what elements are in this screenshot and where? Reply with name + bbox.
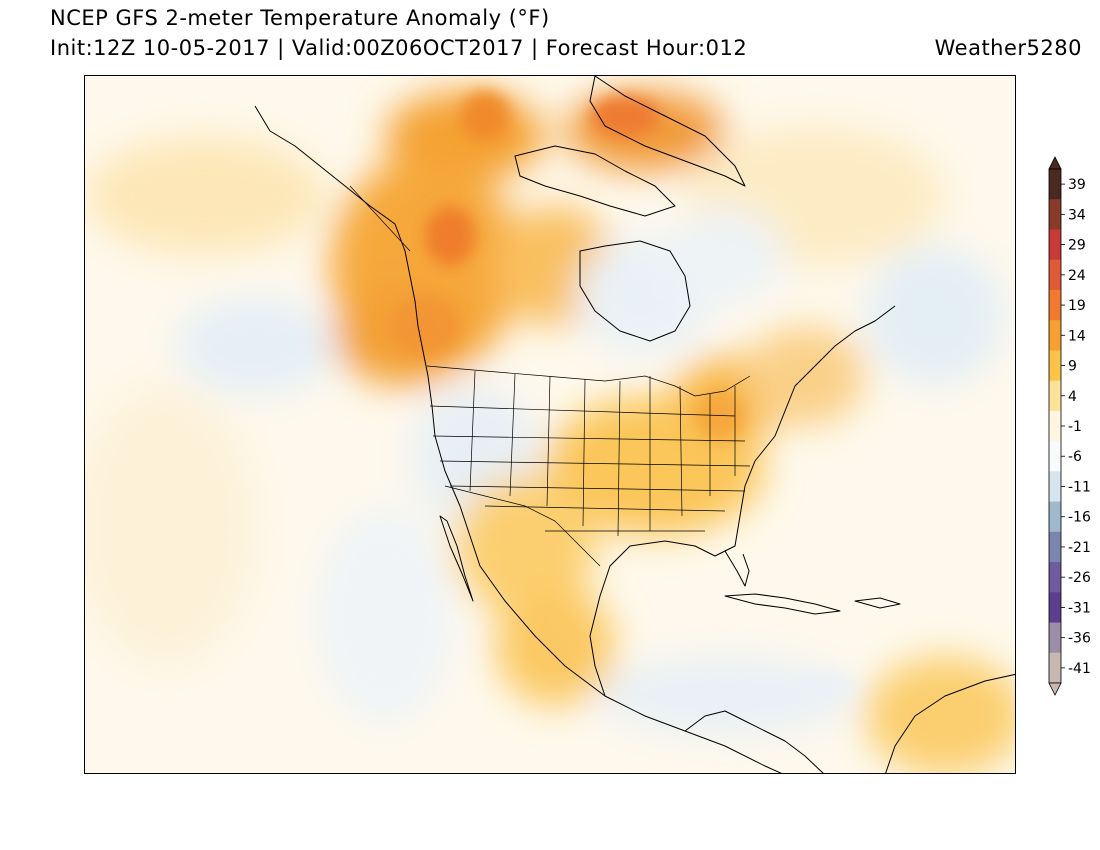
coastline-florida: [724, 550, 750, 587]
anomaly-detail-arctic: [460, 91, 510, 141]
colorbar-swatch: [1049, 199, 1061, 230]
border-us-states-vertical: [469, 370, 736, 537]
anomaly-detail: [390, 91, 855, 698]
anomaly-patch-southwest: [455, 476, 595, 616]
coastline-south-america: [885, 673, 1015, 773]
anomaly-detail-yukon: [425, 206, 475, 266]
anomaly-patch-gulf-of-alaska: [175, 296, 335, 396]
colorbar-arrow-top: [1048, 156, 1062, 170]
colorbar-label: 9: [1068, 359, 1077, 375]
anomaly-patch-south-america: [865, 656, 1015, 773]
coastlines: [254, 76, 1015, 773]
coastline-central-america: [684, 710, 824, 773]
colorbar-label: -36: [1068, 631, 1091, 647]
colorbar-swatch: [1049, 471, 1061, 503]
anomaly-detail-bc: [390, 296, 460, 356]
coastline-gulf-east: [589, 305, 896, 697]
colorbar-label: 29: [1068, 238, 1086, 254]
anomaly-map: [85, 76, 1015, 773]
coastline-alaska: [254, 105, 782, 773]
colorbar-swatch: [1049, 289, 1061, 321]
colorbar-label: 14: [1068, 328, 1086, 344]
colorbar-arrow-bottom: [1048, 682, 1062, 696]
colorbar-swatch: [1049, 380, 1061, 412]
border-us-canada: [426, 365, 751, 397]
colorbar-label: -1: [1068, 419, 1082, 435]
colorbar-swatch: [1049, 169, 1061, 200]
colorbar-label: -11: [1068, 479, 1091, 495]
colorbar-label: -16: [1068, 510, 1091, 526]
anomaly-patch-north-atlantic: [865, 246, 1005, 386]
colorbar-swatch: [1049, 320, 1061, 351]
coastline-cuba: [724, 593, 841, 615]
colorbar-label: -41: [1068, 661, 1091, 677]
colorbar-label: 39: [1068, 177, 1086, 193]
colorbar-label: 34: [1068, 207, 1086, 223]
colorbar-label: -6: [1068, 449, 1082, 465]
colorbar-label: 24: [1068, 268, 1086, 284]
colorbar-label: -21: [1068, 540, 1091, 556]
colorbar-swatch: [1049, 410, 1061, 442]
colorbar-swatch: [1049, 562, 1061, 593]
colorbar-swatch: [1049, 622, 1061, 654]
colorbar-swatch: [1049, 501, 1061, 533]
anomaly-detail-caribbean: [795, 674, 855, 698]
anomaly-patch-mexico: [495, 586, 615, 706]
colorbar-swatch: [1049, 259, 1061, 291]
anomaly-patch-caribbean: [595, 656, 855, 736]
coastline-greenland: [589, 76, 746, 187]
colorbar-swatch: [1049, 531, 1061, 563]
coastline-hispaniola: [854, 597, 901, 609]
anomaly-patch-pacific-north: [85, 136, 325, 256]
colorbar-label: 19: [1068, 298, 1086, 314]
colorbar-label: 4: [1068, 389, 1077, 405]
coastline-arctic-islands: [514, 145, 676, 217]
anomaly-patch-pacific-south: [85, 386, 255, 666]
coastline-baja: [439, 515, 474, 602]
colorbar-swatch: [1049, 229, 1061, 261]
border-alaska-canada: [349, 185, 411, 252]
colorbar-swatch: [1049, 592, 1061, 624]
anomaly-detail-northeast: [695, 391, 745, 441]
map-panel: [84, 75, 1016, 774]
chart-title: NCEP GFS 2-meter Temperature Anomaly (°F…: [50, 6, 550, 30]
chart-subtitle: Init:12Z 10-05-2017 | Valid:00Z06OCT2017…: [50, 36, 748, 60]
colorbar: 39 34 29 24 19 14 9 4 -1 -6 -11 -16 -21 -26 -31 -36 -41: [1048, 156, 1091, 696]
colorbar-swatch: [1049, 350, 1061, 382]
colorbar-swatch: [1049, 441, 1061, 472]
border-us-mexico: [444, 485, 601, 567]
anomaly-detail-greenland: [590, 96, 660, 136]
colorbar-label: -31: [1068, 600, 1091, 616]
anomaly-patch-pacific-east: [315, 506, 455, 726]
colorbar-swatch: [1049, 652, 1061, 684]
anomaly-patch-quebec: [665, 206, 785, 306]
colorbar-label: -26: [1068, 570, 1091, 586]
brand-label: Weather5280: [934, 36, 1082, 60]
border-us-states-horizontal: [429, 405, 751, 532]
coastline-hudson: [579, 240, 691, 342]
political-borders: [349, 185, 751, 567]
